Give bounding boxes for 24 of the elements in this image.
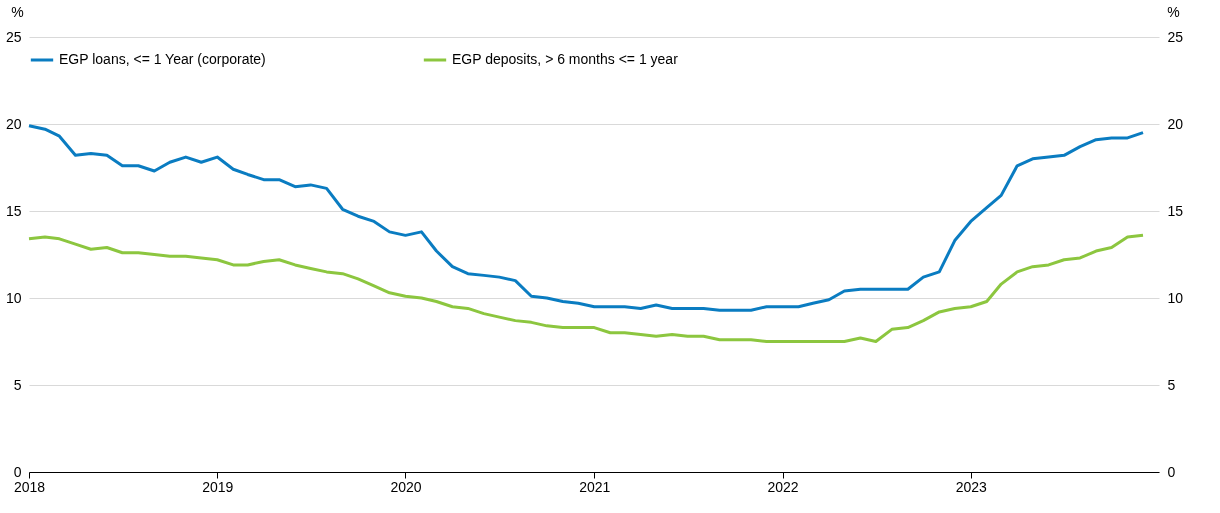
x-tick-label: 2021	[579, 478, 611, 495]
y-tick-label: 10	[5, 289, 22, 306]
x-tick-label: 2022	[767, 478, 799, 495]
y2-tick-label: 20	[1167, 115, 1184, 132]
x-tick-label: 2023	[955, 478, 988, 495]
line-series	[27, 124, 1145, 312]
y2-tick-label: 10	[1167, 289, 1184, 306]
y2-tick-label: 15	[1167, 202, 1184, 219]
legend-label: EGP loans, <= 1 Year (corporate)	[59, 51, 266, 67]
x-tick-label: 2019	[202, 478, 234, 495]
y2-tick-label: 0	[1167, 463, 1176, 480]
y-axis-title: %	[11, 3, 24, 20]
y2-tick-label: 5	[1167, 376, 1176, 393]
x-tick-label: 2018	[13, 478, 46, 495]
y-tick-label: 15	[5, 202, 22, 219]
y2-axis-title: %	[1167, 3, 1180, 20]
legend-label: EGP deposits, > 6 months <= 1 year	[452, 51, 679, 67]
y-tick-label: 25	[5, 28, 22, 45]
line-series	[27, 233, 1145, 343]
y-tick-label: 20	[5, 115, 22, 132]
y-tick-label: 0	[13, 463, 22, 480]
y-tick-label: 5	[13, 376, 22, 393]
y2-tick-label: 25	[1167, 28, 1184, 45]
x-tick-label: 2020	[390, 478, 422, 495]
